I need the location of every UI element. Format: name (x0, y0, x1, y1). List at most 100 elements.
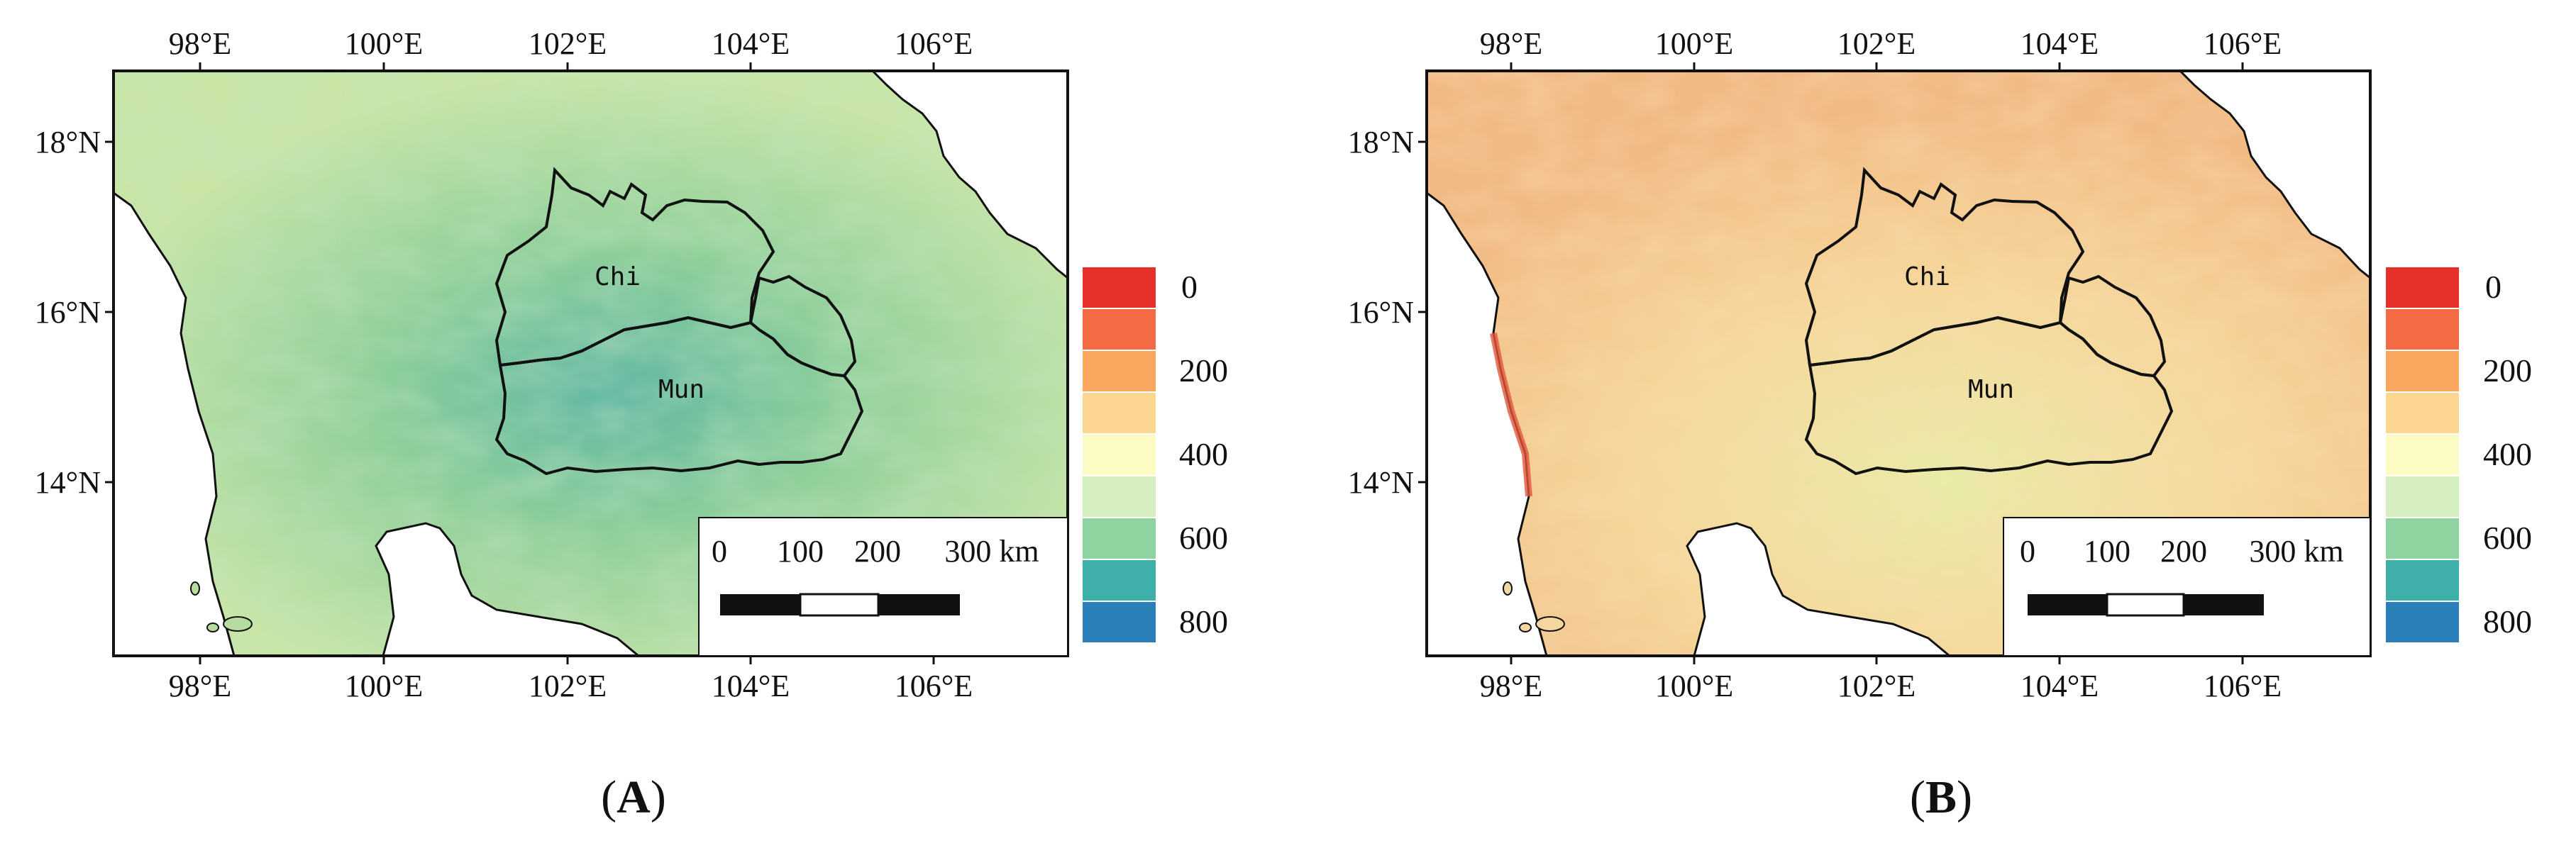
island-a-2 (206, 623, 219, 632)
lon-tick-bottom-a-98: 98°E (169, 669, 231, 703)
scale-segment-a-1 (720, 594, 800, 615)
lat-ticks-b: 18°N 16°N 14°N (1348, 125, 1427, 500)
legend-swatch-b-7 (2384, 559, 2460, 602)
lon-tick-bottom-a-106: 106°E (895, 669, 973, 703)
legend-swatch-b-2 (2384, 350, 2460, 393)
legend-label-a-600: 600 (1179, 520, 1228, 556)
lat-tick-a-14: 14°N (35, 465, 101, 500)
scale-tick-a-300: 300 km (944, 534, 1039, 569)
legend-swatch-a-1 (1081, 308, 1157, 351)
legend-label-b-600: 600 (2483, 520, 2532, 556)
coastal-strip-b (1490, 333, 1532, 497)
legend-label-b-0: 0 (2485, 269, 2502, 305)
lon-tick-top-b-102: 102°E (1837, 26, 1916, 61)
sea-upper-right-a (870, 71, 1068, 279)
lon-ticks-top-b: 98°E 100°E 102°E 104°E 106°E (1480, 26, 2282, 71)
island-b-2 (1519, 623, 1532, 632)
lon-tick-bottom-a-100: 100°E (345, 669, 423, 703)
basin-label-chi-b: Chi (1904, 262, 1950, 291)
legend-swatch-b-3 (2384, 391, 2460, 435)
lon-tick-top-b-98: 98°E (1480, 26, 1542, 61)
island-b-1 (1535, 616, 1565, 632)
scale-bar-b: 0 100 200 300 km (2003, 517, 2371, 657)
basin-label-chi-a: Chi (595, 262, 641, 291)
scale-tick-a-0: 0 (712, 534, 727, 569)
lon-tick-bottom-b-106: 106°E (2204, 669, 2282, 703)
legend-swatch-b-8 (2384, 601, 2460, 644)
mun-basin-outline-b (1804, 316, 2174, 476)
map-panel-a: Chi Mun 98°E 100°E 102°E 104°E 106°E 98°… (35, 26, 1228, 823)
lat-tick-a-16: 16°N (35, 295, 101, 330)
legend-swatch-a-6 (1081, 517, 1157, 560)
scale-segment-b-2 (2106, 593, 2185, 617)
scale-bar-box-b (2003, 517, 2371, 657)
legend-label-b-400: 400 (2483, 436, 2532, 472)
lon-ticks-bottom-a: 98°E 100°E 102°E 104°E 106°E (169, 656, 973, 703)
legend-label-a-0: 0 (1181, 269, 1198, 305)
lon-ticks-top-a: 98°E 100°E 102°E 104°E 106°E (169, 26, 973, 71)
legend-a: 0 200 400 600 800 (1081, 266, 1228, 644)
lon-tick-top-a-106: 106°E (895, 26, 973, 61)
scale-tick-a-100: 100 (777, 534, 824, 569)
scale-segment-b-3 (2184, 594, 2264, 615)
map-panel-b: Chi Mun 98°E 100°E 102°E 104°E 106°E 98°… (1348, 26, 2532, 823)
scale-segment-a-3 (878, 594, 960, 615)
lon-tick-top-a-100: 100°E (345, 26, 423, 61)
island-a-1 (223, 616, 253, 632)
lon-tick-bottom-b-102: 102°E (1837, 669, 1916, 703)
gulf-of-thailand-b (1686, 522, 1952, 656)
legend-swatch-b-1 (2384, 308, 2460, 351)
legend-swatch-a-7 (1081, 559, 1157, 602)
map-frame-b (1425, 69, 2372, 657)
scale-bar-box-a (698, 517, 1068, 657)
panel-letter-a: A (617, 771, 651, 823)
scale-tick-a-200: 200 (854, 534, 901, 569)
andaman-sea-a (114, 191, 236, 656)
scale-tick-b-200: 200 (2160, 534, 2207, 569)
lon-tick-bottom-b-104: 104°E (2021, 669, 2099, 703)
legend-label-a-400: 400 (1179, 436, 1228, 472)
basin-label-mun-b: Mun (1968, 375, 2014, 404)
lon-tick-bottom-a-104: 104°E (712, 669, 790, 703)
legend-swatch-a-4 (1081, 433, 1157, 476)
island-b-3 (1503, 581, 1513, 596)
panel-letter-b: B (1925, 771, 1957, 823)
lon-tick-top-a-102: 102°E (529, 26, 607, 61)
lat-ticks-a: 18°N 16°N 14°N (35, 125, 114, 500)
legend-swatch-a-0 (1081, 266, 1157, 309)
legend-swatch-b-6 (2384, 517, 2460, 560)
lon-ticks-bottom-b: 98°E 100°E 102°E 104°E 106°E (1480, 656, 2282, 703)
lat-tick-b-16: 16°N (1348, 295, 1414, 330)
lon-tick-top-a-98: 98°E (169, 26, 231, 61)
legend-label-a-200: 200 (1179, 352, 1228, 389)
mun-basin-outline-a (494, 316, 864, 476)
lon-tick-top-b-106: 106°E (2204, 26, 2282, 61)
lon-tick-bottom-a-102: 102°E (529, 669, 607, 703)
island-a-3 (190, 581, 200, 596)
lon-tick-top-a-104: 104°E (712, 26, 790, 61)
legend-swatch-a-2 (1081, 350, 1157, 393)
legend-swatch-b-0 (2384, 266, 2460, 309)
lat-tick-b-18: 18°N (1348, 125, 1414, 160)
lat-tick-b-14: 14°N (1348, 465, 1414, 500)
map-frame-a (112, 69, 1069, 657)
lon-tick-top-b-100: 100°E (1655, 26, 1733, 61)
legend-b: 0 200 400 600 800 (2384, 266, 2532, 644)
scale-segment-b-1 (2028, 594, 2107, 615)
sea-upper-right-b (2178, 71, 2370, 279)
lon-tick-top-b-104: 104°E (2021, 26, 2099, 61)
scale-tick-b-300: 300 km (2249, 534, 2343, 569)
panel-label-b: (B) (1910, 771, 1972, 823)
gulf-of-thailand-a (375, 522, 641, 656)
lon-tick-bottom-b-100: 100°E (1655, 669, 1733, 703)
legend-swatch-a-5 (1081, 475, 1157, 518)
scale-tick-b-0: 0 (2020, 534, 2035, 569)
legend-swatch-b-4 (2384, 433, 2460, 476)
lat-tick-a-18: 18°N (35, 125, 101, 160)
legend-label-b-800: 800 (2483, 603, 2532, 640)
panel-label-a: (A) (601, 771, 666, 823)
legend-swatch-b-5 (2384, 475, 2460, 518)
map-area-a (114, 71, 1068, 656)
scale-tick-b-100: 100 (2084, 534, 2130, 569)
legend-swatch-a-3 (1081, 391, 1157, 435)
